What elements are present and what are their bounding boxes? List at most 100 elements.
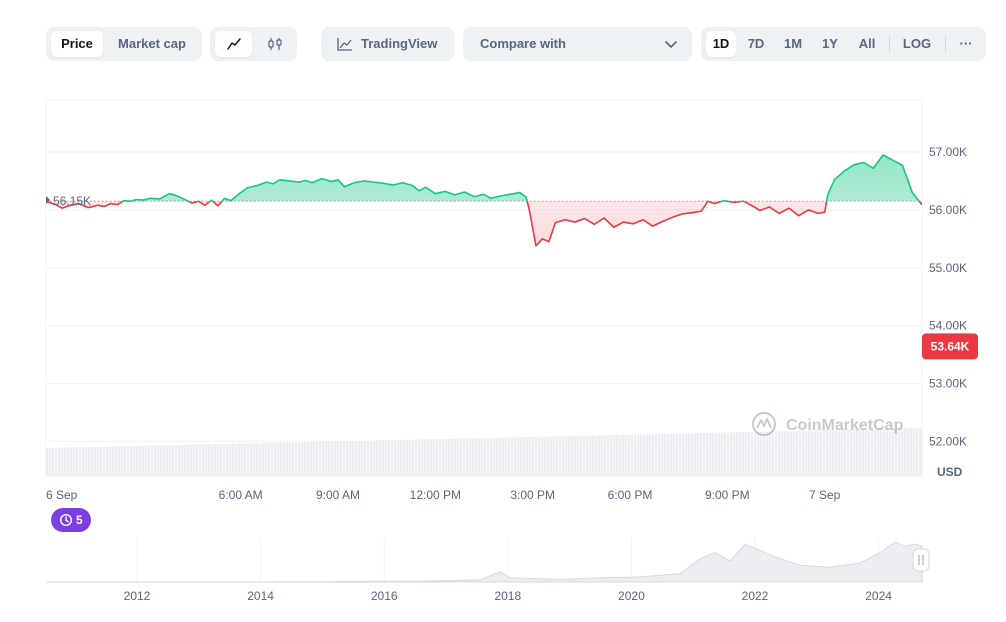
volume-bar xyxy=(859,429,862,476)
volume-bar xyxy=(61,447,64,476)
volume-bar xyxy=(526,437,529,476)
mini-x-tick-label: 2012 xyxy=(124,589,151,603)
mini-chart: 2012 2014 2016 2018 2020 2022 2024 xyxy=(45,538,930,603)
events-button[interactable]: 5 xyxy=(51,508,91,532)
volume-bar xyxy=(538,436,541,476)
volume-bar xyxy=(115,446,118,476)
volume-bar xyxy=(340,441,343,476)
volume-bar xyxy=(418,439,421,476)
volume-bar xyxy=(271,442,274,476)
volume-bar xyxy=(178,444,181,476)
volume-bar xyxy=(385,440,388,476)
volume-bar xyxy=(160,445,163,476)
volume-bar xyxy=(574,435,577,476)
volume-bar xyxy=(676,433,679,476)
events-count: 5 xyxy=(76,513,83,527)
volume-bar xyxy=(820,430,823,476)
volume-bar xyxy=(913,428,916,476)
volume-bar xyxy=(343,441,346,476)
x-tick-label: 3:00 PM xyxy=(510,488,555,502)
volume-bar xyxy=(862,429,865,476)
volume-bar xyxy=(175,445,178,476)
volume-bar xyxy=(118,446,121,476)
volume-bar xyxy=(295,442,298,476)
tradingview-button[interactable]: TradingView xyxy=(321,27,454,61)
volume-bar xyxy=(97,446,100,476)
volume-bar xyxy=(892,428,895,476)
volume-bar xyxy=(547,436,550,476)
volume-bar xyxy=(778,431,781,476)
above-open-area xyxy=(46,154,920,202)
range-1y[interactable]: 1Y xyxy=(822,36,838,51)
volume-bar xyxy=(598,435,601,476)
tab-market-cap[interactable]: Market cap xyxy=(118,36,186,51)
range-all[interactable]: All xyxy=(858,36,876,51)
range-1m[interactable]: 1M xyxy=(783,36,803,51)
volume-bar xyxy=(316,441,319,476)
range-7d[interactable]: 7D xyxy=(747,36,765,51)
compare-dropdown[interactable]: Compare with xyxy=(463,27,692,61)
range-handle[interactable] xyxy=(912,548,930,572)
range-1d[interactable]: 1D xyxy=(706,31,736,57)
volume-bar xyxy=(55,447,58,476)
volume-bar xyxy=(121,446,124,476)
more-options-button[interactable]: ··· xyxy=(959,36,973,51)
volume-bar xyxy=(565,436,568,476)
volume-bar xyxy=(280,442,283,476)
volume-bar xyxy=(508,437,511,476)
volume-bar xyxy=(262,443,265,476)
volume-bar xyxy=(550,436,553,476)
volume-bar xyxy=(853,429,856,476)
volume-bar xyxy=(661,433,664,476)
volume-bar xyxy=(181,444,184,476)
volume-bar xyxy=(844,429,847,476)
line-chart-button[interactable] xyxy=(215,31,252,57)
volume-bar xyxy=(304,442,307,476)
log-toggle[interactable]: LOG xyxy=(902,36,932,51)
volume-bar xyxy=(256,443,259,476)
volume-bar xyxy=(325,441,328,476)
volume-bar xyxy=(706,432,709,476)
volume-bar xyxy=(631,434,634,476)
y-tick-label: 52.00K xyxy=(929,434,967,448)
tab-price[interactable]: Price xyxy=(51,31,103,57)
volume-bar xyxy=(664,433,667,476)
volume-bar xyxy=(292,442,295,476)
volume-bar xyxy=(616,434,619,476)
current-price-label: 53.64K xyxy=(931,339,970,353)
candlestick-button[interactable] xyxy=(256,31,293,57)
volume-bar xyxy=(457,438,460,476)
volume-bar xyxy=(439,439,442,476)
volume-bar xyxy=(481,438,484,476)
volume-bar xyxy=(649,434,652,476)
open-price-marker: 56.15K xyxy=(46,194,91,208)
volume-bar xyxy=(655,434,658,476)
volume-bar xyxy=(151,445,154,476)
volume-bar xyxy=(259,443,262,476)
volume-bar xyxy=(817,430,820,476)
volume-bar xyxy=(370,440,373,476)
volume-bar xyxy=(910,428,913,476)
mini-x-tick-label: 2024 xyxy=(865,589,892,603)
volume-bar xyxy=(358,440,361,476)
volume-bar xyxy=(166,445,169,476)
volume-bar xyxy=(76,447,79,476)
volume-bar xyxy=(247,443,250,476)
volume-bar xyxy=(349,441,352,476)
y-tick-label: 56.00K xyxy=(929,203,967,217)
volume-bar xyxy=(139,445,142,476)
volume-bar xyxy=(229,443,232,476)
volume-bar xyxy=(469,438,472,476)
volume-bar xyxy=(640,434,643,476)
volume-bar xyxy=(82,447,85,476)
volume-bar xyxy=(355,440,358,476)
volume-bar xyxy=(775,431,778,476)
volume-bar xyxy=(781,431,784,476)
volume-bar xyxy=(94,446,97,476)
volume-bar xyxy=(217,444,220,476)
volume-bar xyxy=(769,431,772,476)
volume-bar xyxy=(625,434,628,476)
y-tick-label: 53.00K xyxy=(929,376,967,390)
volume-bar xyxy=(895,428,898,476)
